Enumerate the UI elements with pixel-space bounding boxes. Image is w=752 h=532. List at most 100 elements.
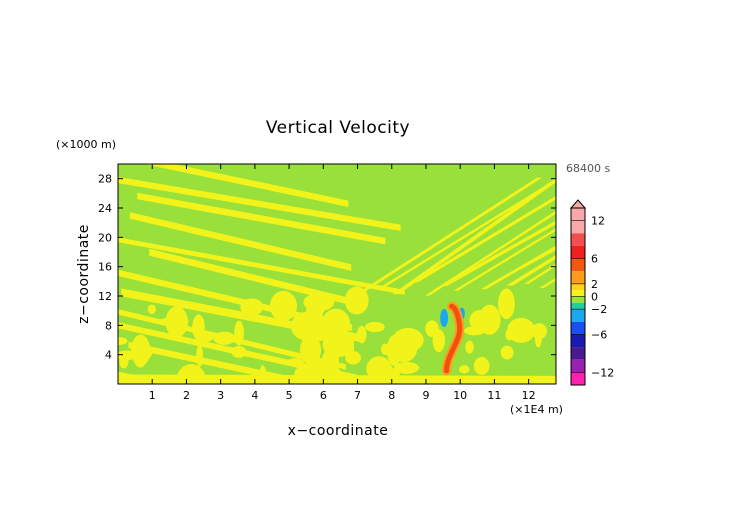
x-tick-label: 2 <box>183 389 190 402</box>
colorbar-level <box>571 302 585 310</box>
field-patch <box>147 304 156 315</box>
x-tick-label: 4 <box>251 389 258 402</box>
field-patch <box>321 308 350 339</box>
field-patch <box>478 304 501 335</box>
field-patch <box>192 314 205 341</box>
field-patch <box>345 351 361 365</box>
colorbar-extension-arrow <box>569 199 587 209</box>
colorbar-level <box>571 359 585 373</box>
x-tick-label: 9 <box>422 389 429 402</box>
y-tick-label: 20 <box>98 231 112 244</box>
colorbar-tick-label: 0 <box>591 291 598 304</box>
wave-stripe <box>424 210 556 296</box>
field-patch <box>344 286 369 315</box>
wave-stripe <box>143 164 349 207</box>
y-axis-ticks: 4 8 12 16 20 24 28 <box>98 173 556 362</box>
wave-stripe <box>440 220 556 286</box>
field-patch <box>118 336 128 346</box>
x-tick-label: 11 <box>487 389 501 402</box>
field-patch <box>240 298 264 316</box>
field-patch <box>432 329 446 353</box>
field-patch <box>234 320 244 346</box>
velocity-field <box>118 164 556 384</box>
colorbar-level <box>571 258 585 272</box>
colorbar: 12 6 20−2 −6 −12 <box>569 199 614 386</box>
field-patch <box>310 359 331 376</box>
field-patch <box>364 321 385 333</box>
wave-stripe <box>506 254 556 286</box>
updraft-core <box>444 303 463 374</box>
y-tick-label: 4 <box>105 349 112 362</box>
field-patch <box>531 323 547 340</box>
wave-stripe <box>118 176 401 231</box>
wave-stripe <box>118 237 405 295</box>
colorbar-tick-label: −2 <box>591 303 607 316</box>
y-tick-label: 28 <box>98 173 112 186</box>
field-patch <box>299 335 322 365</box>
wave-stripe <box>524 263 556 284</box>
field-patch <box>286 357 304 367</box>
y-tick-label: 16 <box>98 261 112 274</box>
y-tick-label: 12 <box>98 290 112 303</box>
x-tick-label: 1 <box>149 389 156 402</box>
x-tick-label: 8 <box>388 389 395 402</box>
wave-stripe <box>360 177 543 292</box>
y-tick-label: 24 <box>98 202 112 215</box>
colorbar-level <box>571 334 585 348</box>
y-tick-label: 8 <box>105 319 112 332</box>
x-tick-label: 12 <box>522 389 536 402</box>
wave-stripe <box>129 212 352 271</box>
field-patch <box>464 326 486 336</box>
colorbar-level <box>571 347 585 360</box>
chart-title: Vertical Velocity <box>266 118 410 138</box>
field-patch <box>498 288 515 320</box>
surface-band <box>118 374 556 384</box>
wave-stripe <box>137 192 386 245</box>
colorbar-level <box>571 296 585 303</box>
field-patch <box>386 335 402 366</box>
x-tick-label: 3 <box>217 389 224 402</box>
colorbar-level <box>571 283 585 291</box>
field-patch <box>500 345 514 360</box>
field-patch <box>465 340 474 354</box>
wave-stripe <box>488 247 556 285</box>
field-patch <box>356 325 367 344</box>
x-axis-ticks: 1 2 3 4 5 6 7 8 9 10 11 12 <box>149 164 536 402</box>
wave-stripe <box>149 248 354 306</box>
field-patch <box>231 345 247 358</box>
x-tick-label: 5 <box>286 389 293 402</box>
field-patch <box>290 311 324 341</box>
colorbar-level <box>571 321 585 335</box>
field-patch <box>473 356 490 375</box>
wave-stripe <box>376 180 556 290</box>
wave-stripe <box>411 195 556 283</box>
y-axis-label: z−coordinate <box>76 224 92 324</box>
positive-velocity-bands <box>118 164 556 384</box>
time-label: 68400 s <box>566 162 610 175</box>
field-patch <box>196 344 204 368</box>
wave-stripe <box>128 341 327 384</box>
field-patch <box>119 352 129 369</box>
y-axis-unit: (×1000 m) <box>56 138 116 151</box>
plot-frame <box>117 163 557 385</box>
field-patch <box>507 317 536 343</box>
colorbar-level <box>571 309 585 322</box>
downdraft-core <box>440 309 449 327</box>
field-patch <box>165 306 188 338</box>
field-patch <box>269 290 298 322</box>
wave-stripe <box>453 228 556 291</box>
field-patch <box>458 365 470 374</box>
colorbar-level <box>571 271 585 284</box>
colorbar-level <box>571 245 585 259</box>
x-tick-label: 7 <box>354 389 361 402</box>
field-patch <box>394 361 420 374</box>
colorbar-level <box>571 372 585 385</box>
wave-stripe <box>480 245 556 290</box>
wave-stripe <box>539 277 556 289</box>
x-tick-label: 6 <box>320 389 327 402</box>
colorbar-tick-label: −6 <box>591 328 607 341</box>
colorbar-level <box>571 290 585 297</box>
x-tick-label: 10 <box>453 389 467 402</box>
field-patch <box>213 331 236 345</box>
